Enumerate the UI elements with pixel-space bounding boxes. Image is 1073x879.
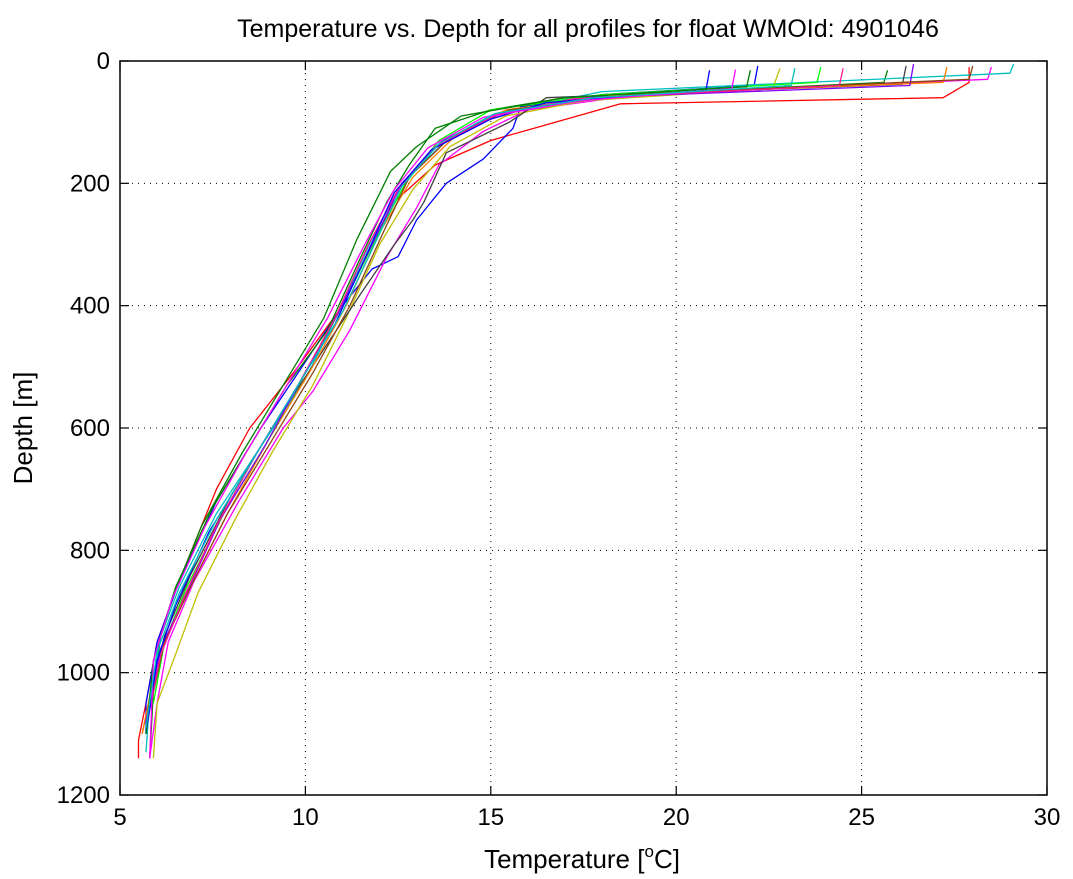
y-tick-label: 1200	[57, 782, 110, 809]
axis-ticks	[119, 60, 1048, 796]
profile-line-4	[149, 66, 993, 759]
x-axis-label-superscript: o	[644, 842, 653, 861]
profile-line-13	[145, 70, 711, 734]
x-axis-label-main: Temperature [	[484, 844, 645, 874]
x-tick-labels: 5 10 15 20 25 30	[113, 804, 1060, 831]
profile-line-11	[149, 65, 974, 710]
x-axis-label-tail: C]	[654, 844, 680, 874]
x-tick-label: 5	[113, 804, 126, 831]
y-tick-label: 1000	[57, 660, 110, 687]
x-tick-label: 15	[477, 804, 504, 831]
y-tick-label: 400	[70, 293, 110, 320]
plot-frame	[119, 60, 1048, 796]
profile-line-6	[152, 68, 781, 759]
y-tick-labels: 0 200 400 600 800 1000 1200	[57, 48, 110, 809]
grid-lines	[120, 61, 1047, 795]
y-tick-label: 600	[70, 415, 110, 442]
profile-lines	[137, 63, 1015, 759]
profile-line-9	[152, 66, 822, 704]
profile-line-5	[145, 63, 1015, 753]
profile-line-15	[149, 69, 737, 759]
profile-line-2	[145, 65, 759, 734]
x-tick-label: 30	[1034, 804, 1061, 831]
profile-line-12	[145, 68, 844, 728]
x-tick-label: 25	[848, 804, 875, 831]
x-tick-label: 10	[292, 804, 319, 831]
x-axis-label: Temperature [oC]	[484, 842, 680, 874]
profile-line-16	[145, 68, 796, 728]
chart-title: Temperature vs. Depth for all profiles f…	[237, 15, 939, 43]
profile-line-10	[145, 63, 915, 722]
profile-line-14	[145, 70, 752, 734]
y-tick-label: 200	[70, 170, 110, 197]
profile-line-7	[141, 65, 907, 734]
y-tick-label: 800	[70, 537, 110, 564]
x-tick-label: 20	[663, 804, 690, 831]
profile-line-1	[137, 67, 970, 759]
y-axis-label: Depth [m]	[8, 372, 38, 485]
y-tick-label: 0	[97, 48, 110, 75]
profile-line-8	[141, 66, 948, 734]
